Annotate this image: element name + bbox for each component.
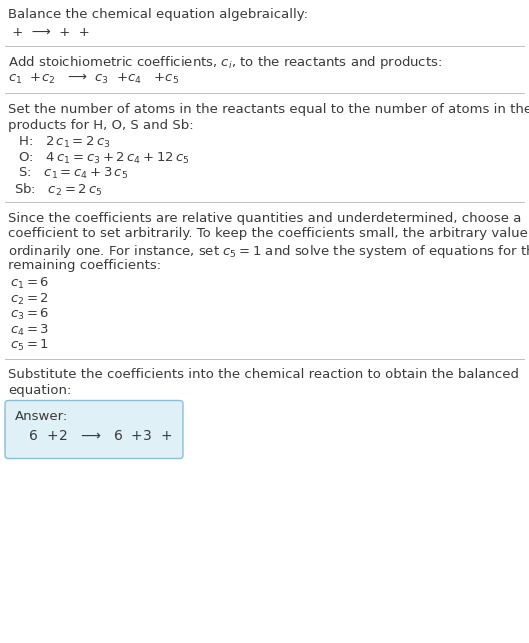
Text: S:   $c_1 = c_4 + 3\,c_5$: S: $c_1 = c_4 + 3\,c_5$ <box>14 166 128 181</box>
Text: remaining coefficients:: remaining coefficients: <box>8 258 161 271</box>
Text: $c_3 = 6$: $c_3 = 6$ <box>10 307 49 322</box>
Text: Set the number of atoms in the reactants equal to the number of atoms in the: Set the number of atoms in the reactants… <box>8 103 529 116</box>
Text: $c_1 = 6$: $c_1 = 6$ <box>10 276 49 291</box>
Text: Balance the chemical equation algebraically:: Balance the chemical equation algebraica… <box>8 8 308 21</box>
Text: Since the coefficients are relative quantities and underdetermined, choose a: Since the coefficients are relative quan… <box>8 212 522 225</box>
Text: $c_4 = 3$: $c_4 = 3$ <box>10 323 49 338</box>
Text: H:   $2\,c_1 = 2\,c_3$: H: $2\,c_1 = 2\,c_3$ <box>14 135 111 150</box>
Text: $c_1$  +$c_2$   ⟶  $c_3$  +$c_4$   +$c_5$: $c_1$ +$c_2$ ⟶ $c_3$ +$c_4$ +$c_5$ <box>8 71 179 86</box>
Text: O:   $4\,c_1 = c_3 + 2\,c_4 + 12\,c_5$: O: $4\,c_1 = c_3 + 2\,c_4 + 12\,c_5$ <box>14 150 189 166</box>
Text: products for H, O, S and Sb:: products for H, O, S and Sb: <box>8 118 194 132</box>
Text: coefficient to set arbitrarily. To keep the coefficients small, the arbitrary va: coefficient to set arbitrarily. To keep … <box>8 228 529 240</box>
Text: Answer:: Answer: <box>15 410 68 424</box>
Text: +  ⟶  +  +: + ⟶ + + <box>8 26 94 39</box>
Text: ordinarily one. For instance, set $c_5 = 1$ and solve the system of equations fo: ordinarily one. For instance, set $c_5 =… <box>8 243 529 260</box>
Text: equation:: equation: <box>8 384 71 397</box>
Text: $c_5 = 1$: $c_5 = 1$ <box>10 338 49 353</box>
Text: Sb:   $c_2 = 2\,c_5$: Sb: $c_2 = 2\,c_5$ <box>14 181 103 197</box>
Text: $c_2 = 2$: $c_2 = 2$ <box>10 291 49 307</box>
Text: Add stoichiometric coefficients, $c_i$, to the reactants and products:: Add stoichiometric coefficients, $c_i$, … <box>8 54 442 71</box>
Text: $6$  +$2$   ⟶   $6$  +$3$  +: $6$ +$2$ ⟶ $6$ +$3$ + <box>20 428 174 442</box>
Text: Substitute the coefficients into the chemical reaction to obtain the balanced: Substitute the coefficients into the che… <box>8 368 519 381</box>
FancyBboxPatch shape <box>5 401 183 458</box>
